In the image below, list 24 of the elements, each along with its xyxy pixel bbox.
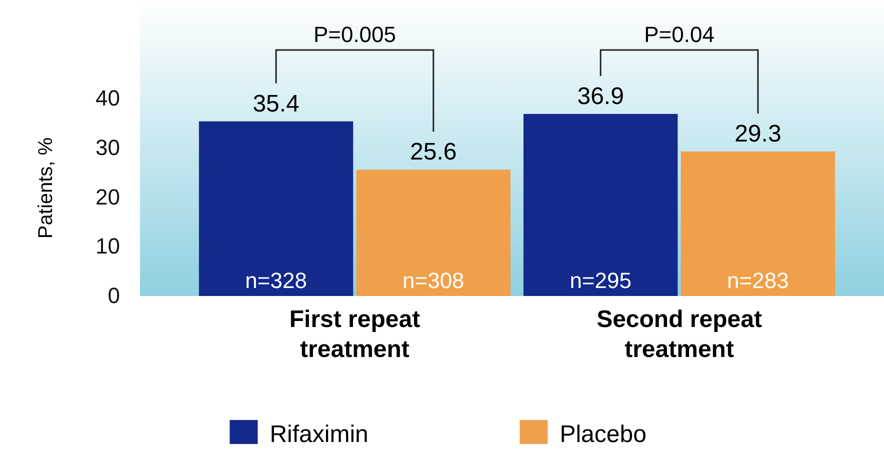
annotation: n=328 (245, 268, 307, 293)
annotation: n=308 (402, 268, 464, 293)
data-label: 35.4 (252, 90, 300, 118)
data-label: 25.6 (410, 138, 457, 166)
y-tick-label: 20 (96, 184, 120, 210)
data-label: 36.9 (577, 82, 624, 110)
y-tick-label: 0 (108, 283, 120, 308)
y-tick-label: 30 (96, 135, 120, 160)
annotation: P=0.005 (313, 22, 396, 47)
bar (198, 121, 354, 296)
legend-label: Rifaximin (270, 421, 368, 448)
annotation: P=0.04 (644, 22, 714, 47)
y-tick-label: 40 (96, 86, 120, 111)
bar (680, 151, 836, 296)
bar (356, 170, 511, 296)
annotation: n=295 (570, 268, 632, 293)
y-axis-title: Patients, % (35, 137, 57, 239)
y-tick-label: 10 (96, 234, 120, 259)
legend-label: Placebo (560, 421, 646, 448)
annotation: n=283 (727, 268, 789, 293)
bar (523, 114, 678, 296)
x-tick-label: Second repeat treatment (596, 306, 762, 363)
x-tick-label: First repeat treatment (289, 306, 420, 363)
data-label: 29.3 (734, 120, 782, 148)
